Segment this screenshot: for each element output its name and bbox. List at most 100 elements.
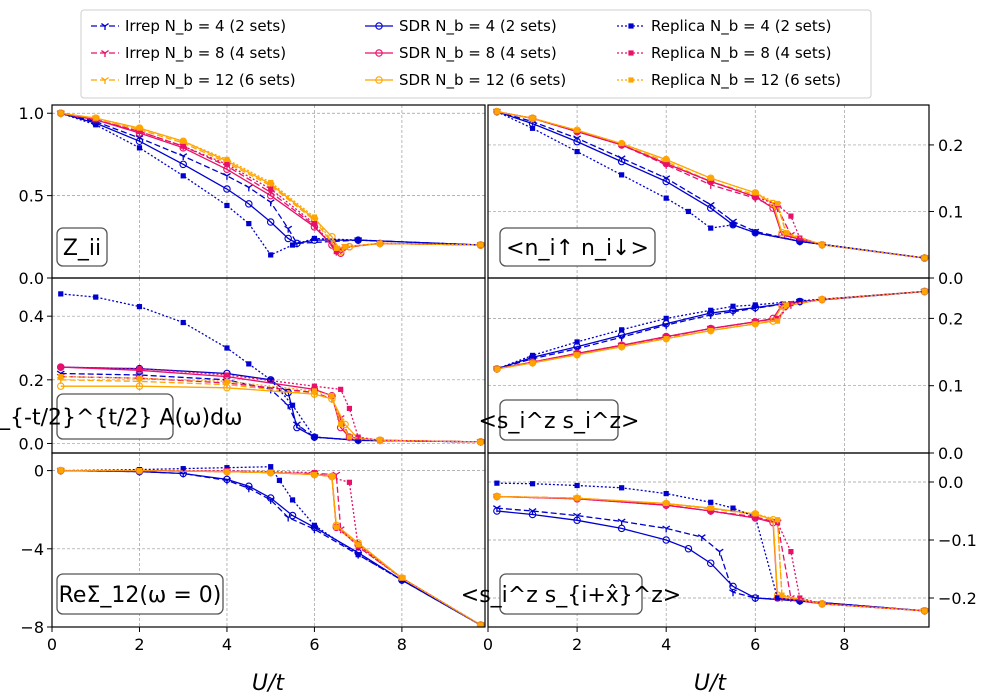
series-marker <box>180 173 186 179</box>
ytick-label: 1.0 <box>19 104 44 123</box>
series-marker <box>224 372 230 378</box>
series-marker <box>706 559 715 567</box>
series-marker <box>135 382 144 390</box>
legend-entry-label: SDR N_b = 4 (2 sets) <box>399 17 557 36</box>
series-marker <box>730 222 736 228</box>
series-marker <box>311 383 318 389</box>
legend-entry-label: Replica N_b = 8 (4 sets) <box>651 44 831 63</box>
series-marker <box>573 137 581 146</box>
series-marker <box>494 480 500 486</box>
ytick-label: 0.0 <box>938 269 963 288</box>
series-marker <box>135 137 144 145</box>
series-marker <box>619 344 625 350</box>
series-marker <box>355 437 361 443</box>
series-marker <box>136 304 143 310</box>
panel-title: <n_i↑ n_i↓> <box>506 236 649 261</box>
legend-box <box>80 9 872 99</box>
series-marker <box>266 191 275 200</box>
legend-marker <box>101 50 109 57</box>
series-marker <box>268 377 274 383</box>
series-marker <box>355 237 361 243</box>
series-marker <box>797 595 803 601</box>
series-marker <box>663 315 669 321</box>
xtick-label: 0 <box>47 635 57 654</box>
series-marker <box>476 621 485 627</box>
panel-title: ∫_{-t/2}^{t/2} A(ω)dω <box>0 406 242 431</box>
series-marker <box>56 109 65 117</box>
panel-left-bottom: −8 −4 0 0 2 4 6 8 ReΣ_12(ω = 0) <box>20 452 486 654</box>
series-marker <box>574 339 580 345</box>
series-marker <box>774 517 781 523</box>
panel-label-box <box>499 573 643 615</box>
series-marker <box>662 177 670 186</box>
panel-label-box <box>56 227 108 267</box>
series-marker <box>58 467 64 474</box>
series-marker <box>222 172 231 180</box>
series-marker <box>617 157 626 166</box>
series-marker <box>224 156 230 162</box>
series-marker <box>289 402 296 408</box>
legend: Irrep N_b = 4 (2 sets) Irrep N_b = 8 (4 s… <box>80 9 872 99</box>
series-marker <box>329 393 335 399</box>
series-marker <box>266 218 275 226</box>
series-marker <box>311 214 318 220</box>
series-marker <box>573 516 581 525</box>
xtick-label: 4 <box>661 635 671 654</box>
legend-marker <box>375 22 383 30</box>
series-marker <box>224 202 230 209</box>
series-marker <box>684 544 693 553</box>
legend-marker <box>101 77 109 84</box>
panel-right-bottom: −0.2 −0.1 0.0 0 2 4 6 8 <s_i^z s_{i+x̂}^z> <box>461 452 977 654</box>
series-marker <box>619 140 625 147</box>
series-marker <box>494 366 500 372</box>
panel-title: Z_ii <box>63 236 101 261</box>
panel-left-top: 0.0 0.5 1.0 Z_ii <box>19 104 486 288</box>
series-marker <box>399 575 405 581</box>
series-marker <box>730 303 736 309</box>
series-marker <box>797 235 803 241</box>
series-marker <box>136 125 143 131</box>
series-line <box>60 112 481 246</box>
series-marker <box>311 388 318 394</box>
ytick-label: −4 <box>20 540 44 559</box>
series-line <box>60 112 481 250</box>
legend-marker <box>628 77 634 83</box>
series-marker <box>224 378 230 385</box>
series-marker <box>266 199 275 207</box>
series-marker <box>224 468 230 475</box>
series-marker <box>751 594 760 602</box>
series-marker <box>244 184 253 192</box>
legend-entry-label: Replica N_b = 12 (6 sets) <box>651 71 841 90</box>
series-marker <box>921 255 928 261</box>
panel-title: <s_i^z s_{i+x̂}^z> <box>461 583 681 608</box>
ytick-label: 0 <box>34 462 44 481</box>
series-marker <box>708 307 714 313</box>
series-marker <box>311 434 318 440</box>
series-marker <box>268 469 274 476</box>
series-line <box>496 111 925 259</box>
series-marker <box>921 608 928 614</box>
series-marker <box>529 115 536 121</box>
series-marker <box>752 302 758 308</box>
series-marker <box>685 208 692 215</box>
series-marker <box>346 479 353 485</box>
series-marker <box>783 230 790 236</box>
series-marker <box>329 473 335 480</box>
series-marker <box>752 511 758 517</box>
series-marker <box>293 423 301 432</box>
series-marker <box>310 433 319 441</box>
series-marker <box>93 122 99 128</box>
series-marker <box>663 335 669 342</box>
series-line <box>496 290 925 370</box>
panel-label-box <box>56 573 224 615</box>
series-marker <box>529 481 536 487</box>
series-marker <box>715 548 724 556</box>
series-marker <box>729 582 737 591</box>
series-marker <box>783 302 790 308</box>
series-marker <box>788 549 794 555</box>
series-marker <box>663 160 669 167</box>
series-line <box>496 111 925 259</box>
xtick-label: 8 <box>397 635 407 654</box>
legend-marker <box>628 50 634 56</box>
